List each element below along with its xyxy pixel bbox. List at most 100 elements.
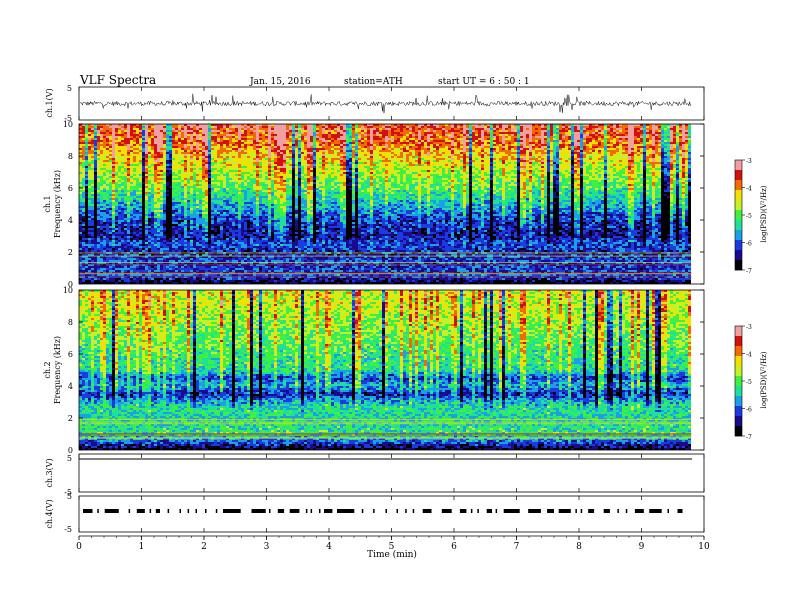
spectrogram-cell [217,130,220,132]
spectrogram-cell [229,168,232,170]
spectrogram-cell [205,132,208,134]
spectrogram-cell [154,158,157,160]
spectrogram-cell [139,134,142,136]
spectrogram-cell [97,256,100,258]
spectrogram-cell [184,142,187,144]
spectrogram-cell [223,146,226,148]
spectrogram-cell [232,148,235,150]
spectrogram-cell [148,224,151,226]
spectrogram-cell [157,148,160,150]
spectrogram-cell [85,216,88,218]
spectrogram-cell [202,222,205,224]
spectrogram-cell [163,280,166,282]
spectrogram-cell [214,194,217,196]
spectrogram-cell [133,268,136,270]
spectrogram-cell [136,194,139,196]
spectrogram-cell [241,144,244,146]
spectrogram-cell [178,234,181,236]
spectrogram-cell [190,132,193,134]
spectrogram-cell [253,196,256,198]
spectrogram-cell [91,212,94,214]
spectrogram-cell [199,176,202,178]
spectrogram-cell [259,242,262,244]
spectrogram-cell [130,242,133,244]
spectrogram-cell [100,258,103,260]
spectrogram-cell [247,260,250,262]
spectrogram-cell [232,268,235,270]
spectrogram-cell [244,204,247,206]
spectrogram-cell [163,278,166,280]
spectrogram-cell [202,132,205,134]
spectrogram-cell [166,220,169,222]
spectrogram-cell [241,194,244,196]
spectrogram-cell [223,130,226,132]
spectrogram-cell [220,204,223,206]
spectrogram-cell [124,166,127,168]
spectrogram-cell [91,182,94,184]
spectrogram-cell [88,178,91,180]
spectrogram-cell [199,190,202,192]
spectrogram-cell [256,198,259,200]
spectrogram-cell [187,232,190,234]
spectrogram-cell [256,140,259,142]
spectrogram-cell [232,274,235,276]
spectrogram-cell [229,156,232,158]
spectrogram-cell [217,196,220,198]
spectrogram-cell [154,180,157,182]
spectrogram-cell [229,144,232,146]
spectrogram-cell [232,138,235,140]
spectrogram-cell [163,248,166,250]
spectrogram-cell [103,156,106,158]
spectrogram-cell [109,196,112,198]
spectrogram-cell [121,244,124,246]
spectrogram-cell [139,230,142,232]
spectrogram-cell [118,190,121,192]
spectrogram-cell [139,192,142,194]
spectrogram-cell [133,156,136,158]
spectrogram-cell [253,228,256,230]
spectrogram-cell [205,224,208,226]
spectrogram-cell [133,282,136,284]
spectrogram-cell [82,236,85,238]
spectrogram-cell [115,230,118,232]
spectrogram-cell [208,136,211,138]
station-label: station=ATH [344,77,403,87]
spectrogram-cell [94,132,97,134]
spectrogram-cell [148,140,151,142]
spectrogram-cell [244,164,247,166]
spectrogram-cell [250,268,253,270]
spectrogram-cell [88,148,91,150]
spectrogram-cell [82,250,85,252]
spectrogram-cell [229,230,232,232]
spectrogram-cell [106,206,109,208]
spectrogram-cell [115,166,118,168]
spectrogram-cell [166,268,169,270]
spectrogram-cell [226,226,229,228]
spectrogram-cell [103,280,106,282]
spectrogram-cell [118,144,121,146]
spectrogram-cell [217,250,220,252]
spectrogram-cell [223,278,226,280]
spectrogram-cell [190,158,193,160]
spectrogram-cell [199,256,202,258]
spectrogram-cell [79,226,82,228]
spectrogram-cell [244,212,247,214]
spectrogram-cell [124,274,127,276]
spectrogram-cell [109,254,112,256]
spectrogram-cell [175,224,178,226]
spectrogram-cell [127,228,130,230]
spectrogram-cell [124,276,127,278]
spectrogram-cell [127,130,130,132]
spectrogram-cell [133,278,136,280]
spectrogram-cell [145,140,148,142]
spectrogram-cell [244,254,247,256]
spectrogram-cell [223,264,226,266]
spectrogram-cell [169,168,172,170]
spectrogram-cell [223,244,226,246]
spectrogram-cell [229,212,232,214]
spectrogram-cell [151,260,154,262]
spectrogram-cell [193,270,196,272]
spectrogram-cell [226,248,229,250]
spectrogram-cell [124,144,127,146]
spectrogram-cell [91,154,94,156]
